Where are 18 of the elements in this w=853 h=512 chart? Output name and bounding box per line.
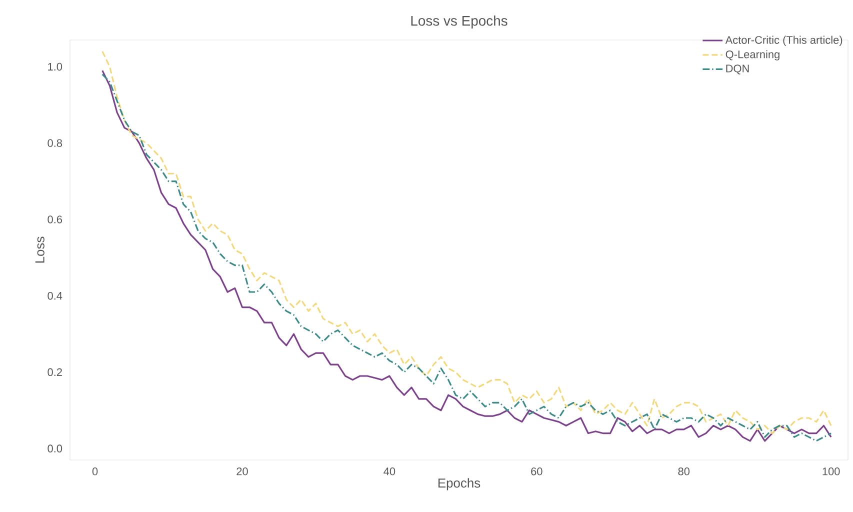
y-tick-label: 0.2 [48, 368, 62, 376]
x-tick-label: 0 [92, 468, 98, 476]
y-tick-label: 1.0 [48, 62, 62, 71]
y-tick-label: 0.0 [48, 444, 62, 452]
x-tick-label: 80 [678, 468, 690, 476]
legend-label: DQN [726, 64, 749, 74]
y-tick-label: 0.4 [48, 292, 62, 300]
y-axis-title: Loss [35, 236, 44, 263]
legend-label: Q-Learning [726, 50, 780, 60]
y-tick-label: 0.8 [48, 139, 62, 147]
x-axis-title: Epochs [438, 478, 480, 490]
chart-title: Loss vs Epochs [411, 16, 508, 28]
x-tick-label: 40 [384, 468, 396, 476]
y-tick-label: 0.6 [48, 216, 62, 224]
x-tick-label: 100 [822, 468, 840, 476]
x-tick-label: 60 [531, 468, 542, 476]
x-tick-label: 20 [236, 468, 248, 476]
legend-label: Actor-Critic (This article) [725, 36, 842, 46]
